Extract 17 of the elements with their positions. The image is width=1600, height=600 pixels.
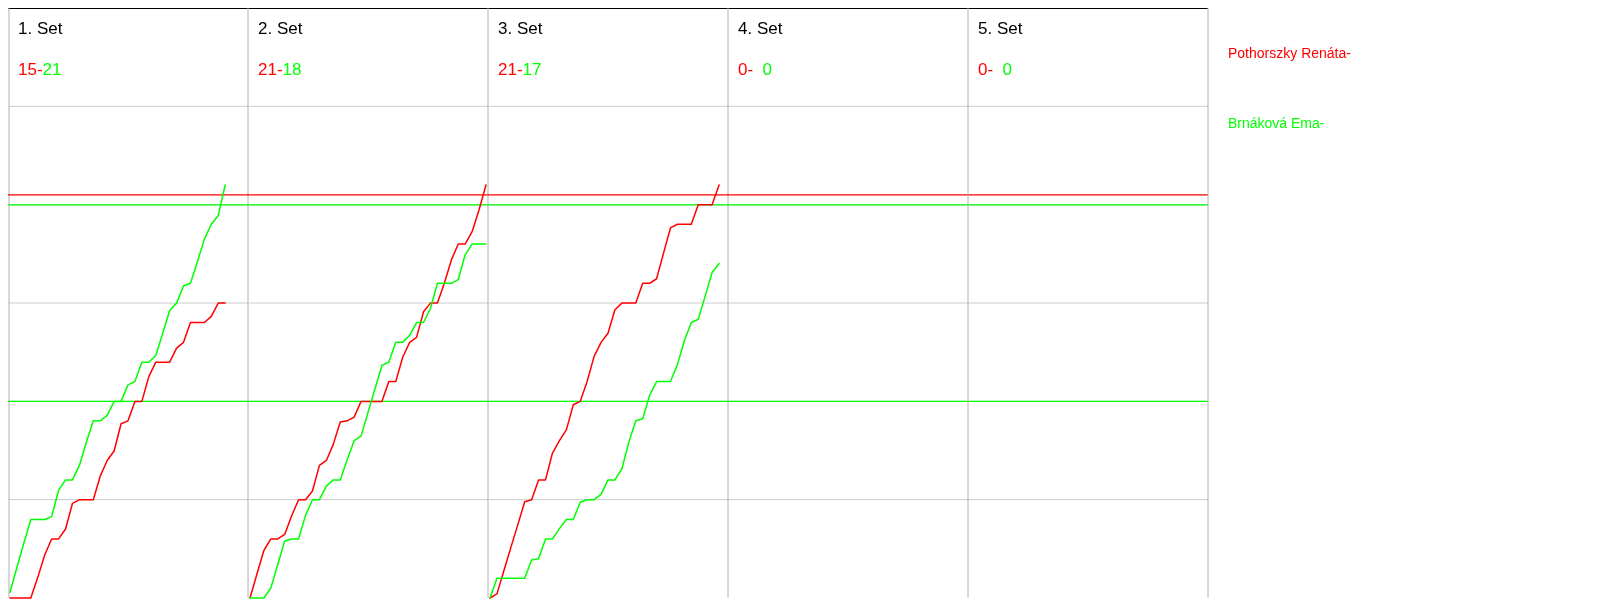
text: 15- [18,60,43,79]
text: 5. Set [978,19,1023,38]
chart-title: 1. Set [18,19,63,38]
text: 21- [258,60,283,79]
text: 21- [498,60,523,79]
text: 0 [993,60,1013,79]
chart-title: 3. Set [498,19,543,38]
text: 4. Set [738,19,783,38]
text: 0- [978,60,994,79]
text: 0 [753,60,773,79]
text: 18 [282,60,302,79]
text: 17 [522,60,542,79]
chart-title: 2. Set [258,19,303,38]
text: 0- [738,60,754,79]
text: Brnáková Ema- [1228,115,1325,131]
text: Pothorszky Renáta- [1228,45,1352,61]
text: 21 [42,60,62,79]
